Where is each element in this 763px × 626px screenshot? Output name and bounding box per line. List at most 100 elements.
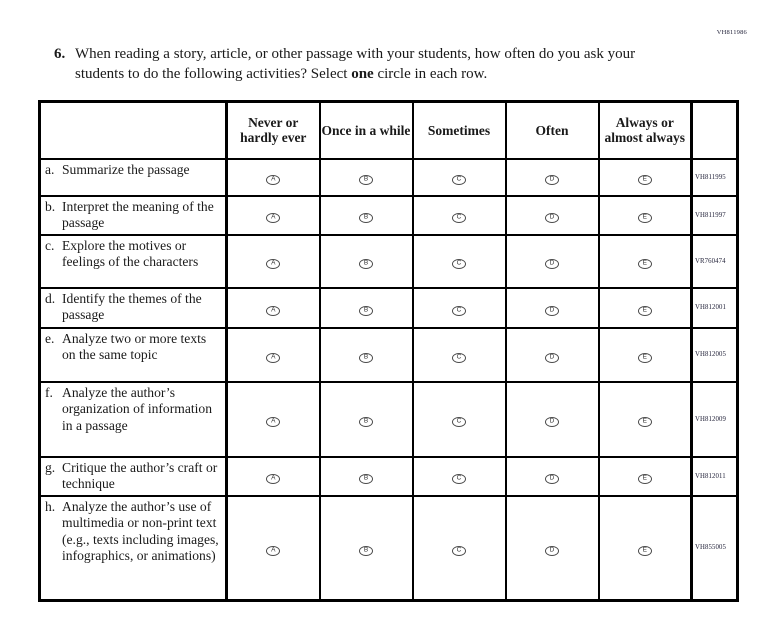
answer-bubble-C[interactable]: C [452,175,466,186]
answer-bubble-D[interactable]: D [545,474,559,485]
answer-cell[interactable]: B [318,194,414,236]
answer-cell[interactable]: E [597,326,693,383]
answer-bubble-A[interactable]: A [266,213,281,224]
answer-bubble-E[interactable]: E [637,546,652,556]
answer-cell[interactable]: B [318,326,414,383]
answer-cell[interactable]: C [411,157,507,197]
answer-bubble-E[interactable]: E [637,213,652,224]
bubble-letter: A [271,213,276,221]
answer-cell[interactable]: A [225,233,321,289]
bubble-letter: E [642,259,647,267]
answer-bubble-D[interactable]: D [545,259,559,270]
answer-bubble-A[interactable]: A [266,259,281,270]
column-header: Sometimes [411,100,507,160]
answer-cell[interactable]: A [225,286,321,329]
answer-cell[interactable]: D [504,494,600,602]
answer-cell[interactable]: C [411,455,507,497]
answer-bubble-A[interactable]: A [266,175,281,186]
answer-bubble-D[interactable]: D [545,305,559,316]
answer-bubble-C[interactable]: C [452,474,466,485]
row-letter: e. [45,330,55,346]
answer-bubble-D[interactable]: D [545,417,559,428]
answer-bubble-D[interactable]: D [545,546,559,556]
bubble-letter: E [642,175,647,183]
column-header: Always or almost always [597,100,693,160]
answer-bubble-B[interactable]: B [359,352,373,363]
answer-bubble-D[interactable]: D [545,213,559,224]
answer-bubble-C[interactable]: C [452,417,466,428]
answer-bubble-C[interactable]: C [452,259,466,270]
answer-cell[interactable]: C [411,494,507,602]
answer-cell[interactable]: D [504,455,600,497]
answer-cell[interactable]: C [411,233,507,289]
answer-bubble-E[interactable]: E [637,305,652,316]
answer-cell[interactable]: B [318,157,414,197]
bubble-letter: E [642,353,647,360]
answer-bubble-C[interactable]: C [452,305,466,316]
answer-bubble-E[interactable]: E [637,474,652,485]
row-code: VH855005 [695,544,727,552]
answer-cell[interactable]: C [411,326,507,383]
answer-bubble-B[interactable]: B [359,474,373,485]
answer-bubble-D[interactable]: D [545,352,559,363]
answer-cell[interactable]: E [597,194,693,236]
answer-cell[interactable]: D [504,233,600,289]
answer-cell[interactable]: D [504,157,600,197]
answer-cell[interactable]: C [411,380,507,458]
answer-bubble-A[interactable]: A [266,474,281,485]
answer-cell[interactable]: E [597,380,693,458]
question-block: 6. When reading a story, article, or oth… [54,44,670,85]
answer-cell[interactable]: C [411,194,507,236]
answer-cell[interactable]: A [225,455,321,497]
answer-bubble-E[interactable]: E [637,175,652,186]
answer-bubble-C[interactable]: C [452,213,466,224]
answer-bubble-B[interactable]: B [359,305,373,316]
answer-cell[interactable]: D [504,326,600,383]
row-label: Explore the motives or feelings of the c… [62,237,199,270]
answer-bubble-B[interactable]: B [359,417,373,428]
answer-cell[interactable]: E [597,233,693,289]
answer-bubble-A[interactable]: A [266,417,281,428]
answer-bubble-B[interactable]: B [359,213,373,224]
activity-label-cell: g. Critique the author’s craft or techni… [38,455,228,497]
answer-bubble-B[interactable]: B [359,259,373,270]
table-row: g. Critique the author’s craft or techni… [38,455,739,497]
table-row: h. Analyze the author’s use of multimedi… [38,494,739,602]
activity-label-cell: d. Identify the themes of the passage [38,286,228,329]
row-code: VR760474 [695,257,726,265]
answer-cell[interactable]: B [318,286,414,329]
answer-cell[interactable]: E [597,494,693,602]
answer-cell[interactable]: E [597,157,693,197]
answer-cell[interactable]: D [504,286,600,329]
answer-cell[interactable]: B [318,233,414,289]
answer-bubble-E[interactable]: E [637,352,652,363]
answer-bubble-C[interactable]: C [452,546,466,556]
bubble-letter: A [271,353,276,360]
answer-bubble-A[interactable]: A [266,546,281,556]
answer-bubble-C[interactable]: C [452,352,466,363]
answer-cell[interactable]: D [504,380,600,458]
answer-cell[interactable]: B [318,494,414,602]
table-row: a. Summarize the passage A B C D E VH811995 [38,157,739,197]
answer-cell[interactable]: E [597,455,693,497]
answer-bubble-B[interactable]: B [359,546,373,556]
answer-cell[interactable]: A [225,326,321,383]
answer-cell[interactable]: A [225,157,321,197]
answer-cell[interactable]: D [504,194,600,236]
answer-cell[interactable]: B [318,380,414,458]
answer-cell[interactable]: A [225,380,321,458]
bubble-letter: C [456,213,462,221]
answer-cell[interactable]: C [411,286,507,329]
bubble-letter: C [456,353,462,360]
answer-cell[interactable]: A [225,194,321,236]
answer-bubble-A[interactable]: A [266,352,281,363]
code-column-header [690,100,739,160]
answer-bubble-E[interactable]: E [637,417,652,428]
answer-cell[interactable]: E [597,286,693,329]
answer-bubble-D[interactable]: D [545,175,559,186]
answer-cell[interactable]: B [318,455,414,497]
answer-bubble-A[interactable]: A [266,305,281,316]
answer-bubble-E[interactable]: E [637,259,652,270]
answer-cell[interactable]: A [225,494,321,602]
answer-bubble-B[interactable]: B [359,175,373,186]
